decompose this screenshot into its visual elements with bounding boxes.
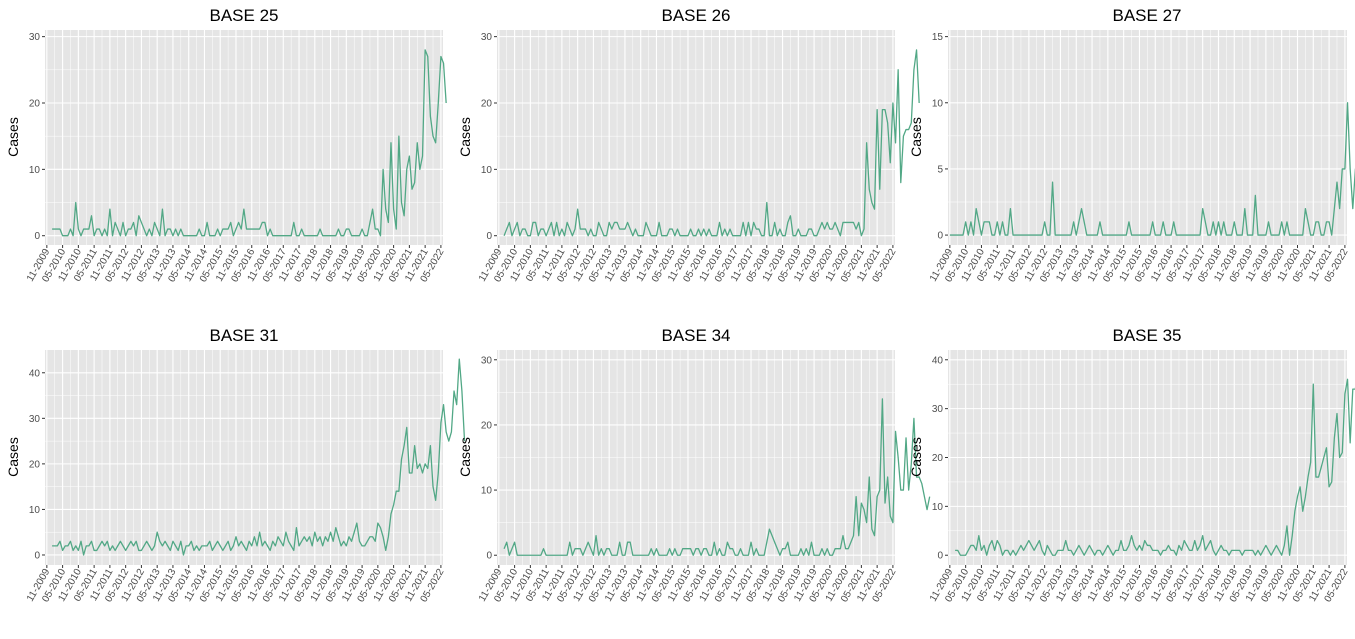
y-tick-label: 10 — [481, 486, 493, 497]
y-tick-label: 20 — [29, 98, 41, 109]
panel-title: BASE 26 — [662, 6, 731, 25]
y-tick-label: 0 — [937, 551, 943, 562]
series-line — [955, 378, 1355, 556]
series-line — [949, 102, 1355, 236]
y-tick-label: 10 — [932, 502, 944, 513]
series-line — [52, 49, 447, 237]
panel-title: BASE 35 — [1113, 326, 1182, 345]
y-tick-label: 20 — [932, 453, 944, 464]
y-tick-label: 30 — [481, 355, 493, 366]
y-tick-label: 10 — [932, 98, 944, 109]
y-tick-label: 30 — [932, 404, 944, 415]
y-tick-label: 20 — [29, 459, 41, 470]
y-axis-label: Cases — [457, 117, 473, 157]
y-tick-label: 0 — [34, 550, 40, 561]
gridlines — [948, 350, 1347, 565]
y-tick-label: 20 — [481, 420, 493, 431]
y-tick-label: 40 — [932, 355, 944, 366]
series-line — [52, 358, 466, 556]
y-tick-label: 30 — [481, 32, 493, 43]
y-tick-label: 15 — [932, 32, 944, 43]
panel-base-25: BASE 25 Cases 010203011-200905-201011-20… — [5, 6, 447, 284]
panel-base-35: BASE 35 Cases 01020304011-200905-201011-… — [908, 326, 1355, 604]
y-tick-label: 10 — [481, 165, 493, 176]
panel-base-34: BASE 34 Cases 010203011-200905-201011-20… — [457, 326, 931, 604]
y-tick-label: 20 — [481, 98, 493, 109]
y-tick-label: 30 — [29, 32, 41, 43]
y-tick-label: 10 — [29, 505, 41, 516]
panel-base-26: BASE 26 Cases 010203011-200905-201011-20… — [457, 6, 920, 284]
y-axis-label: Cases — [5, 437, 21, 477]
y-tick-label: 30 — [29, 414, 41, 425]
y-axis-label: Cases — [5, 117, 21, 157]
panel-base-31: BASE 31 Cases 01020304011-200905-201011-… — [5, 326, 466, 604]
y-axis-label: Cases — [908, 437, 924, 477]
panel-title: BASE 25 — [210, 6, 279, 25]
y-tick-label: 0 — [34, 231, 40, 242]
gridlines — [948, 30, 1347, 245]
panel-title: BASE 31 — [210, 326, 279, 345]
y-tick-label: 0 — [937, 231, 943, 242]
panel-title: BASE 34 — [662, 326, 731, 345]
gridlines — [497, 350, 895, 565]
y-tick-label: 0 — [486, 231, 492, 242]
panel-base-27: BASE 27 Cases 05101511-200905-201011-201… — [908, 6, 1355, 284]
y-tick-label: 40 — [29, 368, 41, 379]
y-axis-label: Cases — [908, 117, 924, 157]
y-tick-label: 10 — [29, 165, 41, 176]
y-tick-label: 0 — [486, 551, 492, 562]
panel-title: BASE 27 — [1113, 6, 1182, 25]
gridlines — [45, 350, 443, 565]
series-line — [503, 49, 920, 237]
y-tick-label: 5 — [937, 164, 943, 175]
y-axis-label: Cases — [457, 437, 473, 477]
series-line — [503, 398, 931, 556]
